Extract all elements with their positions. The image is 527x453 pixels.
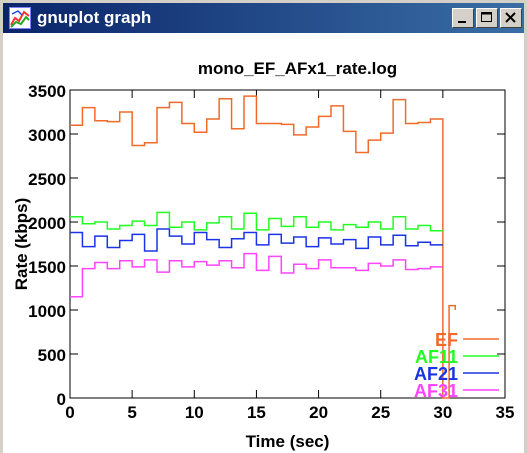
close-button[interactable]	[500, 8, 522, 28]
y-axis-label: Rate (kbps)	[12, 198, 31, 291]
window-controls	[452, 8, 522, 28]
y-tick-label: 1000	[28, 302, 66, 321]
x-tick-label: 0	[65, 403, 74, 422]
y-tick-label: 3000	[28, 126, 66, 145]
legend-label-af11: AF11	[415, 347, 458, 367]
x-tick-label: 30	[433, 403, 452, 422]
x-tick-label: 10	[185, 403, 204, 422]
y-tick-label: 0	[57, 390, 66, 409]
window-title: gnuplot graph	[37, 8, 152, 27]
x-tick-label: 25	[371, 403, 390, 422]
y-tick-label: 2500	[28, 170, 66, 189]
series-ef-line	[70, 95, 457, 399]
minimize-button[interactable]	[452, 8, 474, 28]
close-icon	[505, 12, 516, 23]
maximize-button[interactable]	[476, 8, 498, 28]
gnuplot-graph-icon[interactable]	[9, 7, 31, 29]
y-tick-label: 500	[38, 346, 66, 365]
legend-label-ef: EF	[435, 330, 458, 350]
minimize-icon	[458, 21, 466, 23]
y-tick-label: 2000	[28, 214, 66, 233]
x-tick-label: 15	[247, 403, 266, 422]
y-tick-label: 1500	[28, 258, 66, 277]
plot-area: mono_EF_AFx1_rate.log 0 500 1000 1500 2000 250…	[3, 33, 524, 453]
plot-frame	[69, 89, 506, 399]
legend-label-af31: AF31	[414, 381, 458, 401]
chart-title: mono_EF_AFx1_rate.log	[198, 59, 397, 78]
x-tick-label: 20	[309, 403, 328, 422]
title-bar[interactable]: gnuplot graph	[3, 3, 524, 33]
series-af31-line	[70, 252, 443, 298]
maximize-icon	[481, 12, 492, 22]
legend-label-af21: AF21	[414, 364, 458, 384]
x-tick-label: 35	[496, 403, 515, 422]
series-af21-line	[70, 228, 443, 252]
y-tick-label: 3500	[28, 82, 66, 101]
x-axis-label: Time (sec)	[246, 432, 330, 451]
series-af11-line	[70, 211, 443, 232]
x-tick-label: 5	[127, 403, 136, 422]
chart: mono_EF_AFx1_rate.log0500100015002000250…	[12, 59, 515, 451]
